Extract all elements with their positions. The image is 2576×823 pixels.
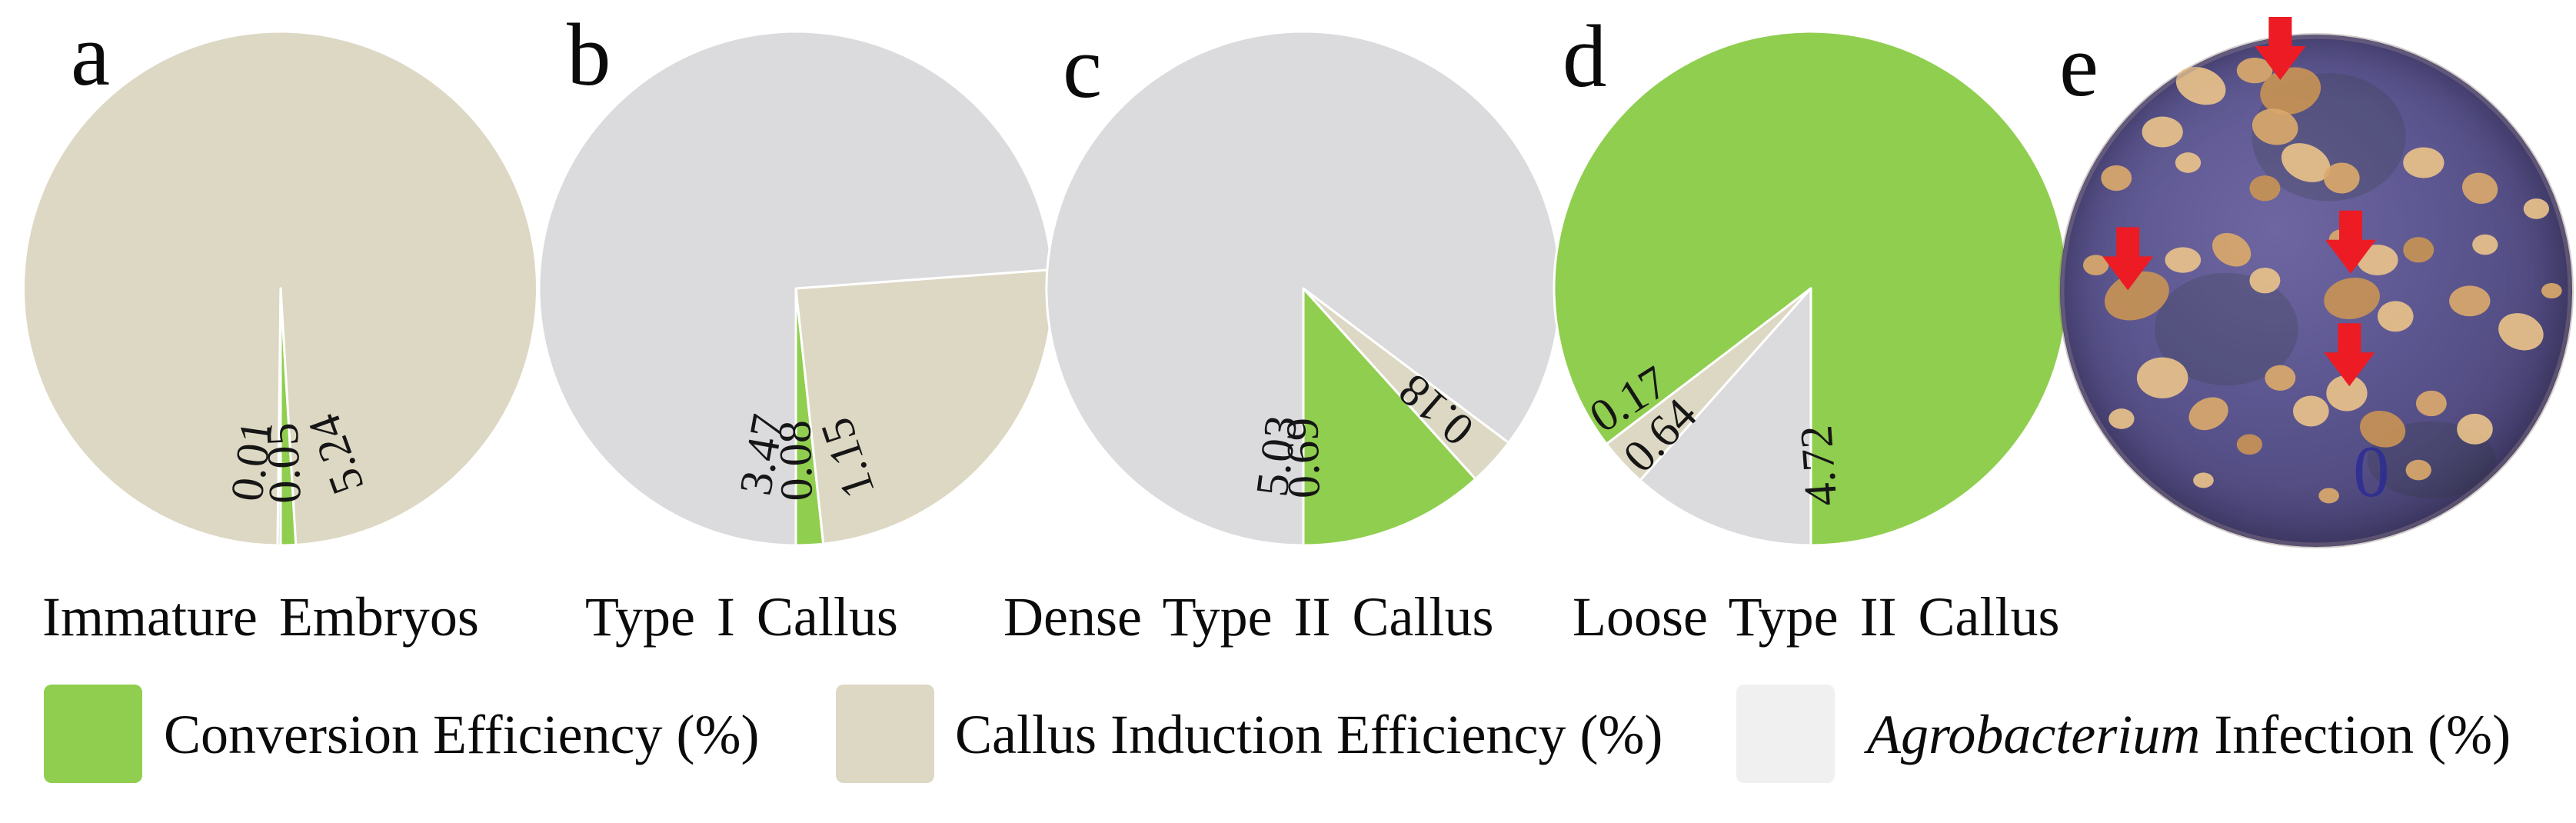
pie-slice-agro	[1045, 30, 1562, 547]
callus-cluster	[2212, 232, 2252, 267]
callus-cluster	[2104, 271, 2169, 321]
legend-label-italic-part: Agrobacterium	[1867, 704, 2201, 765]
callus-cluster	[2449, 285, 2491, 317]
slice-value-label: 0.01	[221, 417, 282, 504]
red-arrow-icon	[2324, 323, 2375, 387]
slice-value-label: 5.03	[1246, 412, 1306, 499]
dish-ink-mark: 0	[2353, 431, 2390, 512]
callus-cluster	[2249, 175, 2281, 202]
callus-cluster	[2403, 237, 2435, 263]
caption-immature-embryos: Immature Embryos	[42, 586, 479, 648]
callus-cluster	[2357, 245, 2398, 276]
legend-label-callus-induction-efficiency: Callus Induction Efficiency (%)	[955, 698, 1662, 771]
callus-cluster	[2175, 66, 2226, 105]
legend-label-part: Callus Induction Efficiency (%)	[955, 704, 1663, 765]
callus-cluster	[2541, 283, 2562, 298]
pie-slice-callus	[794, 268, 1054, 545]
callus-cluster	[2236, 57, 2273, 84]
callus-cluster	[2175, 152, 2202, 173]
panel-letter-a: a	[71, 6, 111, 104]
callus-cluster	[2405, 459, 2431, 481]
petri-dish-overlay: 0	[2060, 17, 2572, 547]
pie-slice-agro	[276, 287, 282, 547]
callus-cluster	[2377, 301, 2414, 332]
callus-cluster	[2457, 413, 2493, 445]
callus-cluster	[2318, 488, 2339, 504]
callus-cluster	[2136, 357, 2188, 398]
pie-chart-dense-type-ii-callus: 0.690.185.03	[1045, 30, 1562, 547]
caption-type-i-callus: Type I Callus	[585, 586, 898, 648]
slice-value-label: 4.72	[1790, 424, 1846, 508]
pie-slice-agro	[1639, 287, 1812, 547]
callus-cluster	[2293, 395, 2329, 427]
legend-swatch-conversion-efficiency	[44, 685, 142, 783]
callus-cluster	[2323, 162, 2360, 194]
slice-value-label: 0.69	[1276, 417, 1330, 499]
callus-cluster	[2236, 434, 2263, 455]
pie-chart-immature-embryos: 0.055.240.01	[22, 30, 538, 547]
pie-slice-agro	[537, 30, 1053, 547]
dish-rim	[2060, 35, 2572, 547]
slice-value-label: 0.08	[769, 420, 822, 502]
red-arrow-icon	[2255, 17, 2306, 80]
legend-label-agrobacterium-infection: Agrobacterium Infection (%)	[1867, 698, 2511, 771]
callus-cluster	[2403, 147, 2445, 178]
caption-loose-type-ii-callus: Loose Type II Callus	[1573, 586, 2060, 648]
callus-cluster	[2498, 313, 2544, 351]
callus-cluster	[2165, 247, 2202, 273]
legend-label-conversion-efficiency: Conversion Efficiency (%)	[164, 698, 759, 771]
callus-cluster	[2324, 277, 2380, 319]
legend-swatch-agrobacterium-infection	[1736, 685, 1835, 783]
callus-cluster	[2360, 411, 2406, 448]
callus-cluster	[2281, 143, 2331, 182]
panel-letter-b: b	[567, 6, 611, 104]
caption-dense-type-ii-callus: Dense Type II Callus	[1003, 586, 1494, 648]
callus-cluster	[2142, 116, 2183, 148]
callus-cluster	[2249, 268, 2281, 294]
panel-letter-c: c	[1063, 18, 1103, 116]
callus-cluster	[2252, 108, 2298, 145]
dish-shadow-patch	[2155, 272, 2298, 386]
callus-cluster	[2265, 365, 2296, 391]
red-arrow-icon	[2102, 227, 2154, 291]
legend-swatch-callus-induction-efficiency	[836, 685, 934, 783]
callus-cluster	[2472, 234, 2498, 255]
panel-letter-e: e	[2059, 17, 2099, 115]
callus-cluster	[2101, 165, 2132, 192]
callus-cluster	[2188, 397, 2228, 431]
pie-slice-conversion	[1302, 287, 1477, 547]
pie-chart-type-i-callus: 0.081.153.47	[537, 30, 1054, 547]
callus-cluster	[2082, 255, 2109, 276]
slice-value-label: 0.05	[256, 421, 311, 505]
legend-label-part: Conversion Efficiency (%)	[164, 704, 760, 765]
panel-letter-d: d	[1563, 8, 1607, 105]
legend-label-part: Infection (%)	[2200, 704, 2511, 765]
callus-cluster	[2462, 172, 2498, 205]
callus-cluster	[2260, 67, 2321, 115]
callus-cluster	[2326, 375, 2368, 412]
pie-chart-loose-type-ii-callus: 4.720.170.64	[1553, 30, 2069, 547]
callus-cluster	[2193, 472, 2214, 488]
callus-cluster	[2108, 408, 2135, 429]
callus-cluster	[2523, 198, 2550, 219]
callus-cluster	[2415, 390, 2447, 417]
red-arrow-icon	[2325, 210, 2376, 274]
